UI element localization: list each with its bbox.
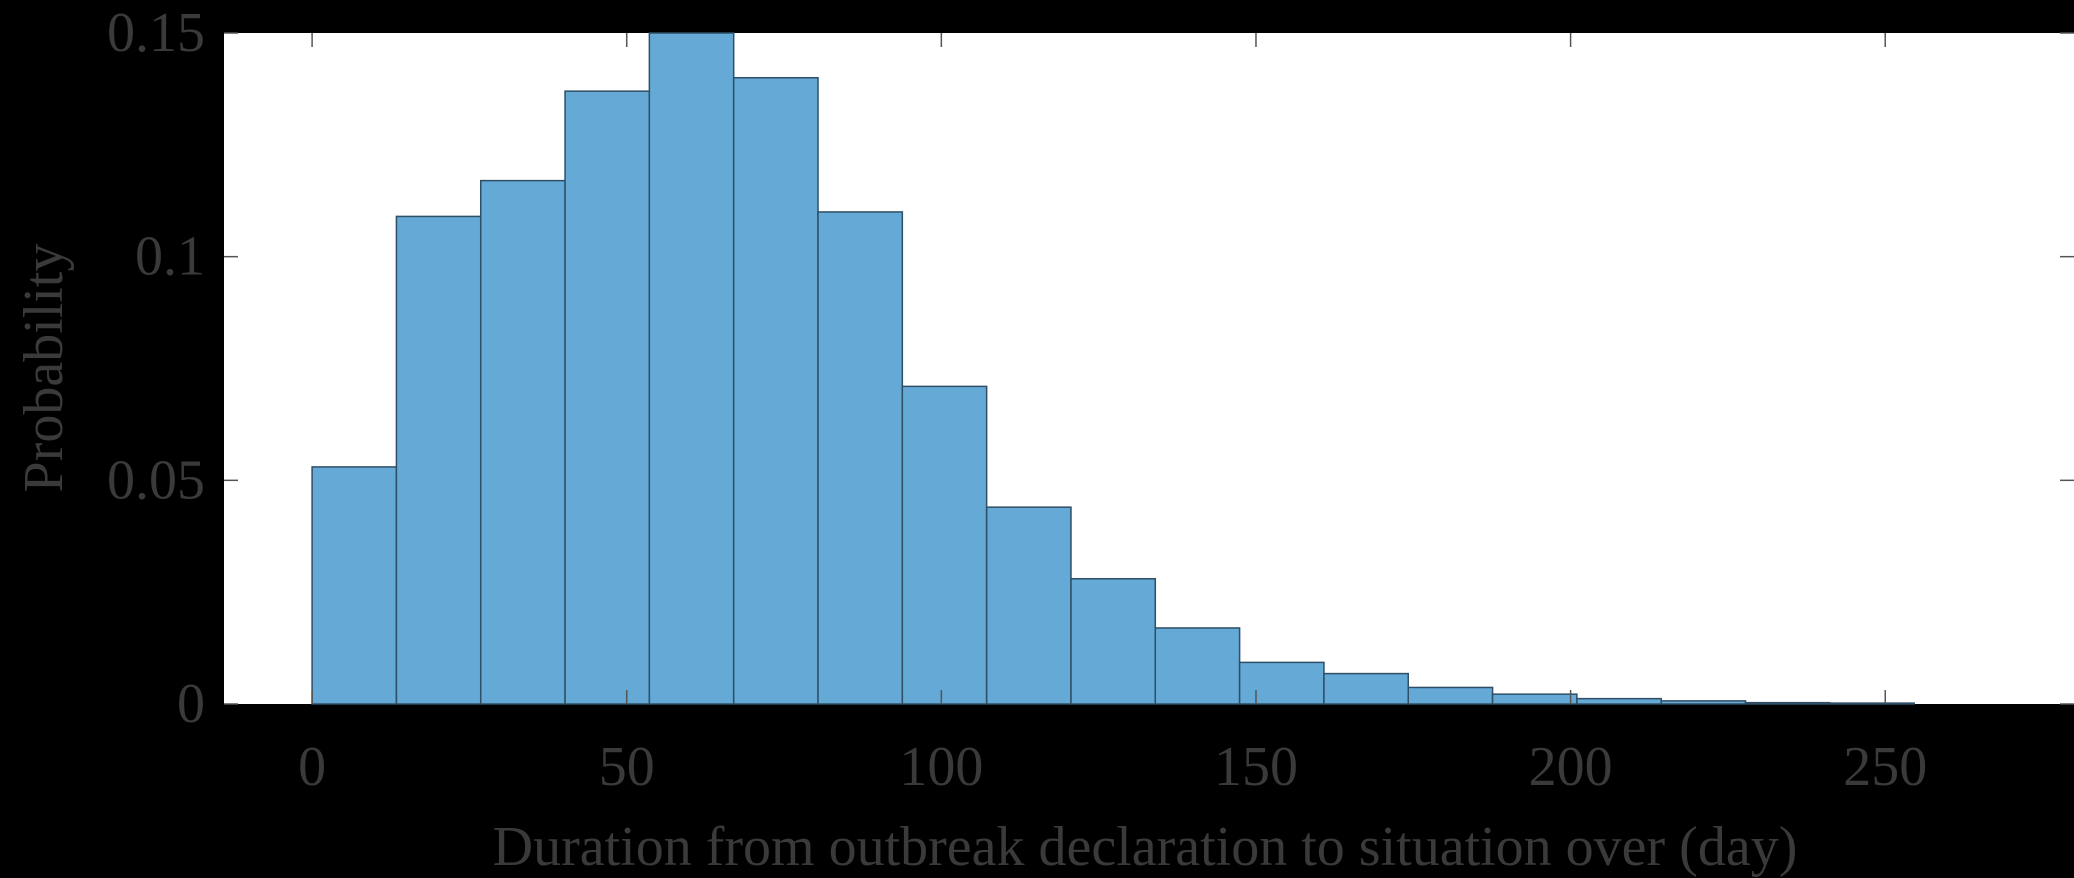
histogram-bar — [395, 215, 482, 705]
histogram-bar — [732, 76, 819, 705]
histogram-bar — [1238, 661, 1325, 705]
histogram-bar — [311, 466, 398, 705]
histogram-bar — [1576, 697, 1662, 705]
histogram-bar — [985, 506, 1072, 705]
histogram-bar — [1660, 700, 1747, 705]
x-axis-title: Duration from outbreak declaration to si… — [493, 816, 1798, 878]
histogram-bar — [1323, 672, 1410, 705]
x-tick-label: 50 — [599, 736, 655, 798]
tick-labels-group: 0 50 100 150 200 250 0 0.05 0.1 0.15 — [107, 2, 1927, 798]
y-axis-title: Probability — [13, 244, 75, 493]
x-tick-label: 150 — [1214, 736, 1298, 798]
histogram-bar — [1070, 577, 1157, 705]
histogram-bar — [1154, 627, 1241, 705]
histogram-bar — [1491, 693, 1578, 705]
x-tick-label: 200 — [1529, 736, 1613, 798]
histogram-bar — [564, 90, 651, 705]
histogram-bar — [901, 385, 988, 705]
bars-group — [311, 32, 1915, 705]
histogram-bar — [817, 211, 904, 705]
histogram-bar — [648, 32, 735, 705]
x-tick-label: 100 — [899, 736, 983, 798]
histogram-bar — [479, 179, 566, 705]
histogram-bar — [1829, 702, 1915, 705]
y-tick-label: 0.1 — [135, 226, 205, 288]
histogram-bar — [1744, 701, 1831, 705]
x-tick-label: 0 — [298, 736, 326, 798]
y-tick-label: 0.15 — [107, 2, 205, 64]
x-tick-label: 250 — [1843, 736, 1927, 798]
y-tick-label: 0 — [177, 673, 205, 735]
y-tick-label: 0.05 — [107, 449, 205, 511]
ticks-group — [224, 32, 2074, 705]
histogram-bar — [1407, 686, 1494, 705]
